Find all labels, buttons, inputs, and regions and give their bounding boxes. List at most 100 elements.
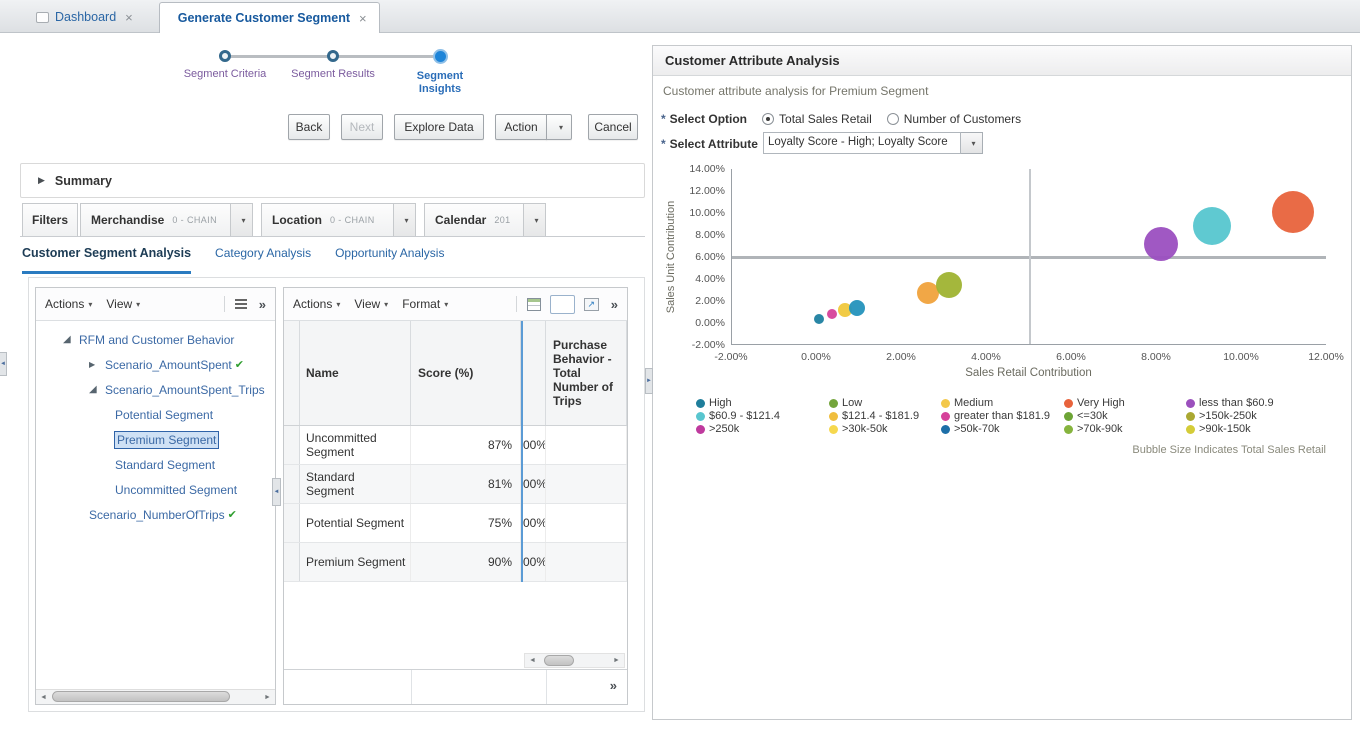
view-menu[interactable]: View ▾ <box>106 297 140 311</box>
scroll-left-icon[interactable]: ◄ <box>529 657 536 664</box>
table-cell: 00% <box>521 426 546 464</box>
data-bubble[interactable] <box>1272 190 1314 233</box>
overflow-icon[interactable]: » <box>609 678 617 693</box>
freeze-toggle-icon[interactable] <box>549 294 575 314</box>
overflow-icon[interactable]: » <box>258 296 266 312</box>
collapse-icon[interactable]: ◢ <box>63 334 71 345</box>
column-header[interactable] <box>521 321 546 425</box>
legend-item: >70k-90k <box>1064 423 1123 435</box>
data-bubble[interactable] <box>935 271 962 298</box>
radio-total-sales-retail[interactable]: Total Sales Retail <box>762 112 872 126</box>
dropdown-arrow-icon[interactable]: ▾ <box>523 204 545 236</box>
scroll-right-icon[interactable]: ► <box>613 657 620 664</box>
dropdown-arrow-icon[interactable]: ▾ <box>393 204 415 236</box>
next-button[interactable]: Next <box>341 114 383 140</box>
data-bubble[interactable] <box>837 302 852 317</box>
scroll-right-icon[interactable]: ► <box>264 693 271 701</box>
location-filter[interactable]: Location 0 - CHAIN ▾ <box>261 203 416 237</box>
data-bubble[interactable] <box>1193 207 1232 246</box>
tree-item-label[interactable]: Potential Segment <box>115 407 214 422</box>
column-header[interactable]: Purchase Behavior - Total Number of Trip… <box>546 321 627 425</box>
data-bubble[interactable] <box>849 299 866 316</box>
cancel-button[interactable]: Cancel <box>588 114 638 140</box>
expand-icon[interactable]: ▶ <box>89 360 96 369</box>
scroll-track[interactable] <box>51 690 260 704</box>
column-header[interactable]: Name <box>300 321 411 425</box>
train-stop-icon[interactable] <box>219 50 231 62</box>
train-stop-icon[interactable] <box>327 50 339 62</box>
scroll-left-icon[interactable]: ◄ <box>40 693 47 701</box>
scroll-thumb[interactable] <box>52 691 230 702</box>
tree-item-label[interactable]: Uncommitted Segment <box>115 482 238 497</box>
tree-item[interactable]: Standard Segment <box>36 452 275 477</box>
tab-customer-segment-analysis[interactable]: Customer Segment Analysis <box>22 246 192 274</box>
tree-item-label[interactable]: RFM and Customer Behavior <box>79 332 235 347</box>
export-table-icon[interactable] <box>526 297 541 311</box>
tree-item-label[interactable]: Scenario_AmountSpent_Trips <box>105 382 265 397</box>
tree-item[interactable]: Premium Segment <box>36 427 275 452</box>
radio-selected-icon[interactable] <box>762 113 775 125</box>
tab-dashboard[interactable]: Dashboard × <box>26 2 143 32</box>
tree-item-label[interactable]: Scenario_AmountSpent <box>105 357 232 372</box>
radio-number-of-customers[interactable]: Number of Customers <box>886 112 1021 126</box>
attribute-combobox[interactable]: Loyalty Score - High; Loyalty Score ▾ <box>763 132 983 154</box>
radio-unselected-icon[interactable] <box>886 113 899 125</box>
splitter-handle[interactable]: ◄ <box>0 352 7 376</box>
hierarchy-icon[interactable] <box>234 299 247 309</box>
tree-item-label[interactable]: Standard Segment <box>115 457 216 472</box>
frozen-column-divider[interactable] <box>521 321 523 582</box>
train-stop-icon[interactable] <box>432 49 448 64</box>
tab-opportunity-analysis[interactable]: Opportunity Analysis <box>335 246 445 260</box>
view-menu[interactable]: View ▾ <box>354 297 388 311</box>
tree-item-label[interactable]: Premium Segment <box>113 430 220 449</box>
table-row[interactable]: Potential Segment 75% 00% <box>284 504 627 543</box>
tree-item[interactable]: ▶ Scenario_AmountSpent ✔ <box>36 352 275 377</box>
tree-item-label[interactable]: Scenario_NumberOfTrips <box>89 507 225 522</box>
train-step-insights[interactable]: Segment Insights <box>395 46 485 96</box>
calendar-filter[interactable]: Calendar 201 ▾ <box>424 203 546 237</box>
expand-icon[interactable]: ▶ <box>38 175 45 185</box>
overflow-icon[interactable]: » <box>610 296 618 312</box>
tab-category-analysis[interactable]: Category Analysis <box>215 246 312 260</box>
explore-data-button[interactable]: Explore Data <box>394 114 484 140</box>
tab-generate-customer-segment[interactable]: Generate Customer Segment × <box>158 2 380 33</box>
tree-item[interactable]: ◢ RFM and Customer Behavior <box>36 327 275 352</box>
legend-swatch <box>1186 424 1195 434</box>
scroll-thumb[interactable] <box>544 655 574 666</box>
data-bubble[interactable] <box>1144 226 1179 261</box>
actions-menu[interactable]: Actions ▾ <box>293 297 340 311</box>
train-step-criteria[interactable]: Segment Criteria <box>180 46 270 81</box>
close-icon[interactable]: × <box>125 9 133 25</box>
horizontal-scrollbar[interactable]: ◄ ► <box>524 653 625 668</box>
table-row[interactable]: Standard Segment 81% 00% <box>284 465 627 504</box>
actions-menu[interactable]: Actions ▾ <box>45 297 92 311</box>
splitter-handle[interactable]: ► <box>645 368 653 394</box>
merchandise-filter[interactable]: Merchandise 0 - CHAIN ▾ <box>80 203 253 237</box>
data-bubble[interactable] <box>814 313 825 324</box>
splitter-handle[interactable]: ◄ <box>272 478 281 506</box>
table-row[interactable]: Uncommitted Segment 87% 00% <box>284 426 627 465</box>
action-button[interactable]: Action <box>495 114 547 140</box>
tree-item[interactable]: Potential Segment <box>36 402 275 427</box>
dropdown-arrow-icon[interactable]: ▾ <box>230 204 252 236</box>
scroll-track[interactable] <box>540 654 609 667</box>
table-row[interactable]: Premium Segment 90% 00% <box>284 543 627 582</box>
column-header[interactable]: Score (%) <box>411 321 521 425</box>
data-bubble[interactable] <box>916 282 939 305</box>
dropdown-arrow-icon[interactable]: ▾ <box>961 132 983 154</box>
back-button[interactable]: Back <box>288 114 330 140</box>
tree-item[interactable]: Scenario_NumberOfTrips ✔ <box>36 502 275 527</box>
train-step-results[interactable]: Segment Results <box>288 46 378 81</box>
legend-label: $121.4 - $181.9 <box>842 410 920 422</box>
combobox-value[interactable]: Loyalty Score - High; Loyalty Score <box>763 132 961 154</box>
format-menu[interactable]: Format ▾ <box>402 297 448 311</box>
detach-icon[interactable]: ↗ <box>583 297 599 311</box>
summary-section-header[interactable]: ▶ Summary <box>20 163 645 198</box>
close-icon[interactable]: × <box>359 10 367 26</box>
tree-item[interactable]: ◢ Scenario_AmountSpent_Trips <box>36 377 275 402</box>
tree-item[interactable]: Uncommitted Segment <box>36 477 275 502</box>
collapse-icon[interactable]: ◢ <box>89 384 97 395</box>
data-bubble[interactable] <box>826 309 837 320</box>
horizontal-scrollbar[interactable]: ◄ ► <box>36 689 275 704</box>
action-dropdown-button[interactable]: ▾ <box>546 114 572 140</box>
